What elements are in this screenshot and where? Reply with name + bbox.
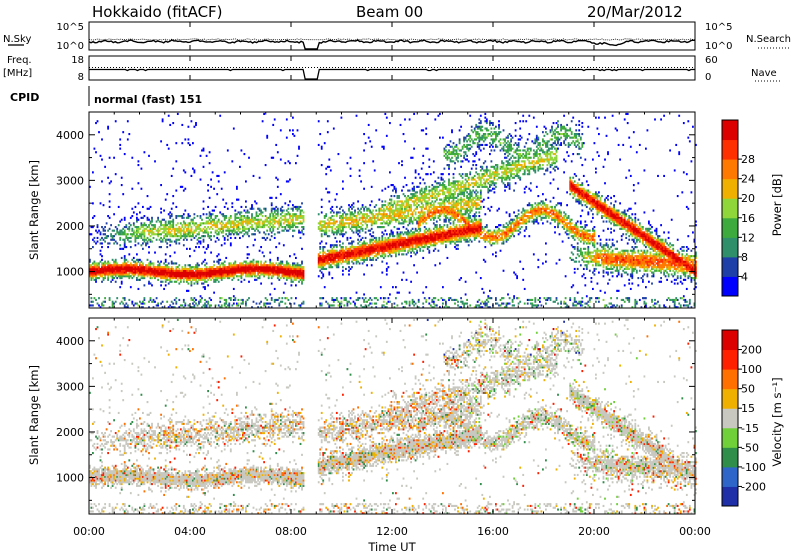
- colorbar-swatch: [722, 349, 738, 370]
- colorbar-swatch: [722, 159, 738, 180]
- colorbar-swatch: [722, 427, 738, 448]
- y-tick-label: 1000: [56, 472, 84, 485]
- colorbar-tick-label: 200: [741, 344, 762, 357]
- colorbar-swatch: [722, 237, 738, 258]
- x-axis-ticks: 00:00 04:00 08:00 12:00 16:00 20:00 00:00: [73, 22, 711, 538]
- y-tick-label: 4000: [56, 129, 84, 142]
- freq-tick-bottom: 8: [78, 72, 84, 83]
- colorbar-tick-label: 15: [741, 402, 755, 415]
- x-tick-label: 00:00: [679, 525, 711, 538]
- freq-unit: [MHz]: [3, 68, 32, 79]
- colorbar-tick-label: -200: [741, 480, 766, 493]
- y-tick-label: 3000: [56, 380, 84, 393]
- colorbar-tick-label: 8: [741, 251, 748, 264]
- colorbar-swatch: [722, 256, 738, 277]
- velocity-colorbar-label: Velocity [m s⁻¹]: [770, 377, 784, 466]
- colorbar-swatch: [722, 486, 738, 507]
- x-axis-label: Time UT: [367, 540, 416, 554]
- cpid-label: CPID: [10, 91, 39, 104]
- velocity-panel: 1000 2000 3000 4000 Slant Range [km]: [27, 317, 697, 515]
- colorbar-tick-label: 12: [741, 231, 755, 244]
- colorbar-swatch: [722, 447, 738, 468]
- y-tick-label: 4000: [56, 335, 84, 348]
- colorbar-tick-label: -50: [741, 441, 759, 454]
- x-tick-label: 00:00: [73, 525, 105, 538]
- x-tick-label: 12:00: [376, 525, 408, 538]
- y-tick-label: 3000: [56, 174, 84, 187]
- power-colorbar: 4 8 12 16 20 24 28 Power [dB]: [721, 119, 784, 297]
- power-ylabel: Slant Range [km]: [27, 160, 41, 260]
- colorbar-tick-label: 28: [741, 153, 755, 166]
- station-title: Hokkaido (fitACF): [92, 3, 223, 21]
- nsky-tick-top: 10^5: [57, 22, 84, 33]
- nsearch-series: [88, 38, 696, 41]
- colorbar-tick-label: -15: [741, 422, 759, 435]
- colorbar-swatch: [722, 139, 738, 160]
- velocity-y-ticks: 1000 2000 3000 4000: [56, 317, 695, 501]
- colorbar-swatch: [722, 276, 738, 297]
- nave-tick-top: 60: [705, 55, 718, 66]
- freq-label: Freq.: [7, 55, 32, 66]
- nsearch-label: N.Search: [746, 34, 791, 45]
- power-colorbar-label: Power [dB]: [770, 174, 784, 237]
- nave-label: Nave: [751, 68, 777, 79]
- power-heatmap-cells: [89, 112, 697, 309]
- velocity-ylabel: Slant Range [km]: [27, 365, 41, 465]
- date-title: 20/Mar/2012: [587, 3, 683, 21]
- y-tick-label: 2000: [56, 220, 84, 233]
- colorbar-tick-label: 16: [741, 212, 755, 225]
- nsearch-tick-bottom: 10^0: [705, 41, 732, 52]
- colorbar-swatch: [722, 120, 738, 141]
- colorbar-swatch: [722, 330, 738, 351]
- nsky-series: [88, 39, 696, 50]
- y-tick-label: 1000: [56, 266, 84, 279]
- nsky-tick-bottom: 10^0: [57, 41, 84, 52]
- nsky-label: N.Sky: [3, 34, 31, 45]
- colorbar-swatch: [722, 198, 738, 219]
- colorbar-tick-label: 50: [741, 383, 755, 396]
- power-panel: 1000 2000 3000 4000 Slant Range [km]: [27, 111, 697, 309]
- x-tick-label: 04:00: [174, 525, 206, 538]
- nsearch-tick-top: 10^5: [705, 22, 732, 33]
- colorbar-tick-label: -100: [741, 461, 766, 474]
- colorbar-swatch: [722, 408, 738, 429]
- x-tick-label: 16:00: [477, 525, 509, 538]
- colorbar-swatch: [722, 369, 738, 390]
- colorbar-swatch: [722, 388, 738, 409]
- colorbar-swatch: [722, 466, 738, 487]
- y-tick-label: 2000: [56, 426, 84, 439]
- frequency-series: [89, 68, 695, 80]
- x-tick-label: 08:00: [275, 525, 307, 538]
- colorbar-tick-label: 100: [741, 363, 762, 376]
- colorbar-tick-label: 4: [741, 270, 748, 283]
- freq-tick-top: 18: [71, 55, 84, 66]
- cpid-value: normal (fast) 151: [94, 93, 202, 106]
- nave-tick-bottom: 0: [705, 72, 711, 83]
- colorbar-tick-label: 24: [741, 173, 755, 186]
- velocity-heatmap-cells: [89, 318, 697, 515]
- colorbar-swatch: [722, 178, 738, 199]
- power-y-ticks: 1000 2000 3000 4000: [56, 111, 695, 295]
- nsky-panel: N.Sky 10^5 10^0 10^5 10^0 N.Search: [3, 21, 791, 52]
- velocity-colorbar: 200 100 50 15 -15 -50 -100 -200 Velocity [m s⁻¹…: [721, 329, 784, 507]
- colorbar-tick-label: 20: [741, 192, 755, 205]
- colorbar-swatch: [722, 217, 738, 238]
- x-tick-label: 20:00: [578, 525, 610, 538]
- beam-title: Beam 00: [356, 3, 423, 21]
